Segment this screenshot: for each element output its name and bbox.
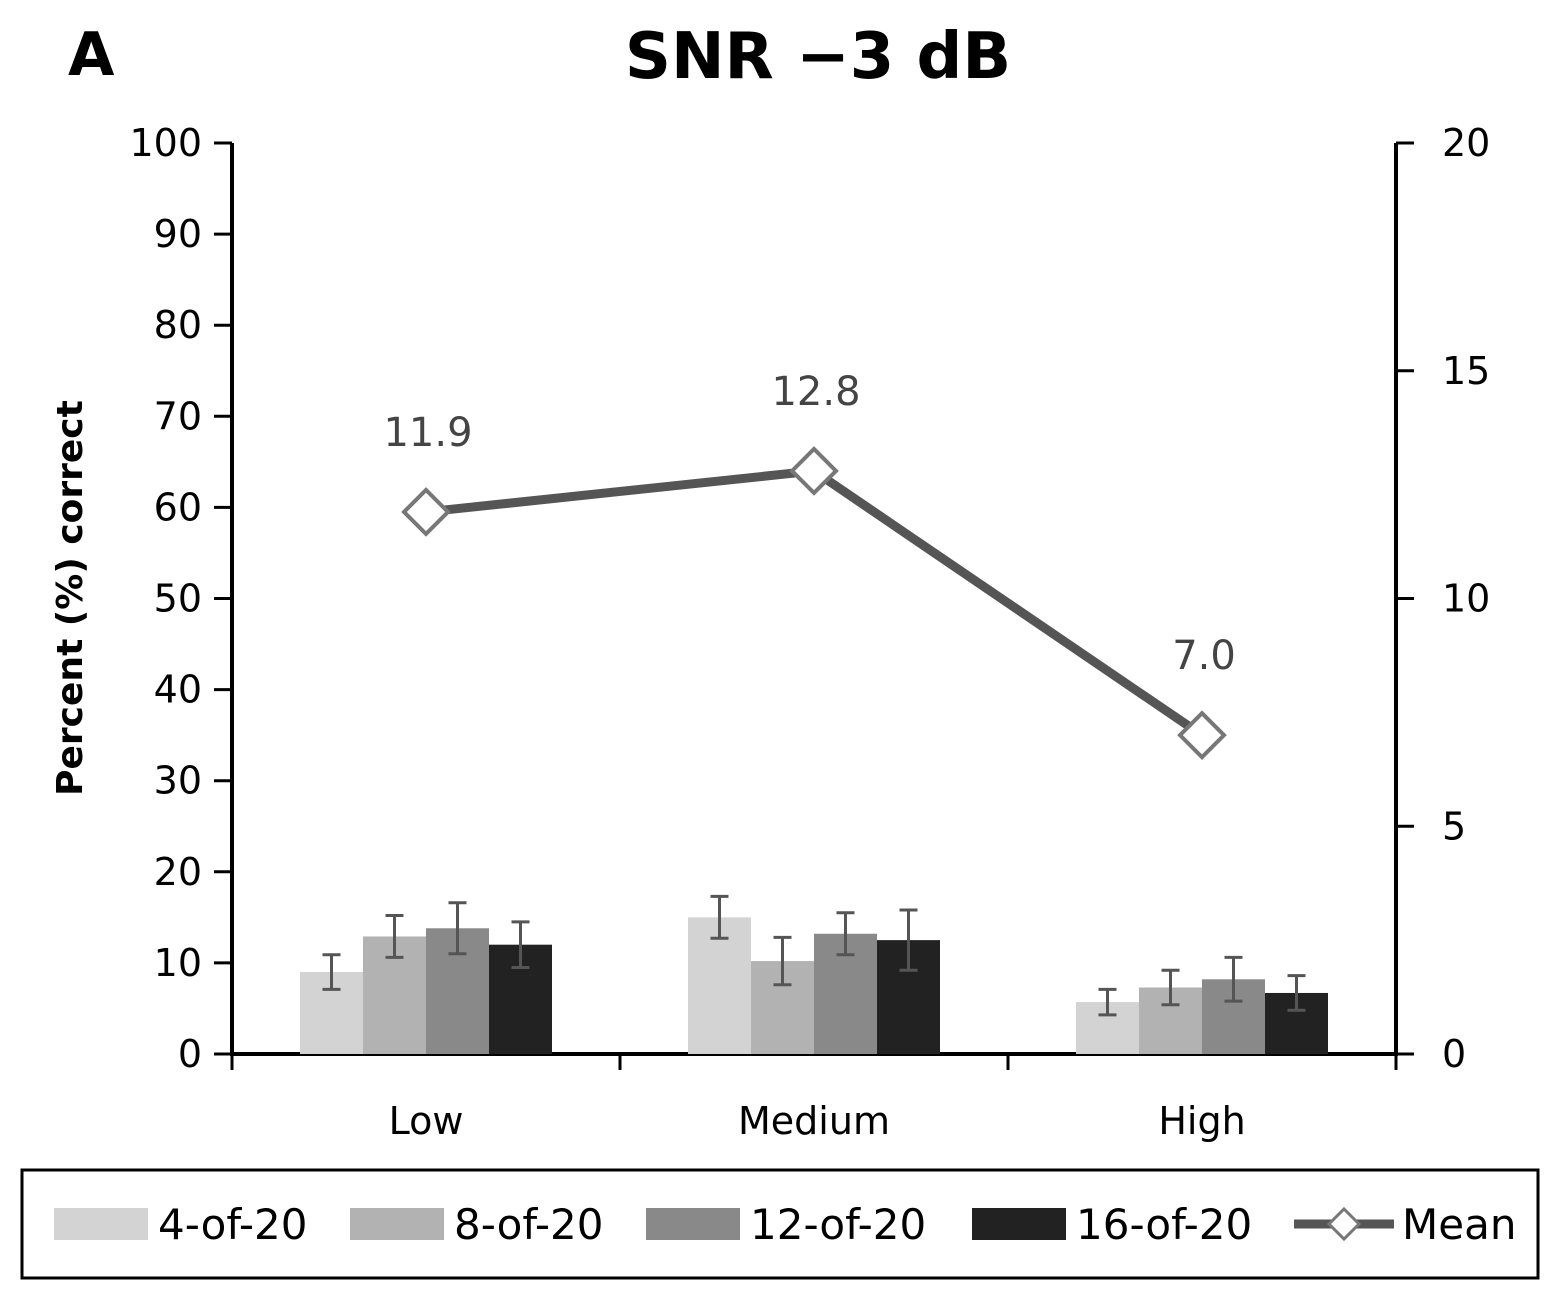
mean-data-label: 11.9 [383,410,472,456]
y2-tick-label: 0 [1442,1032,1466,1076]
legend-label: Mean [1402,1200,1516,1249]
mean-data-label: 12.8 [771,369,860,415]
chart-title: SNR −3 dB [625,20,1011,94]
mean-data-label: 7.0 [1172,633,1236,679]
y-tick-label: 30 [154,759,202,803]
legend-swatch [350,1208,444,1240]
y-tick-label: 100 [129,121,202,165]
legend-label: 12-of-20 [750,1200,926,1249]
y-tick-label: 20 [154,850,202,894]
y-tick-label: 70 [154,394,202,438]
x-category-label: Medium [738,1099,890,1143]
x-category-label: Low [389,1099,464,1143]
legend-label: 16-of-20 [1076,1200,1252,1249]
y2-tick-label: 5 [1442,804,1466,848]
y2-tick-label: 15 [1442,349,1490,393]
legend-swatch [972,1208,1066,1240]
y-tick-label: 40 [154,668,202,712]
y-tick-label: 0 [178,1032,202,1076]
y-tick-label: 90 [154,212,202,256]
legend-swatch [646,1208,740,1240]
y-axis-label: Percent (%) correct [50,400,91,796]
legend-label: 4-of-20 [158,1200,307,1249]
mean-marker [789,446,839,496]
x-category-label: High [1158,1099,1245,1143]
y2-tick-label: 10 [1442,577,1490,621]
legend-swatch [54,1208,148,1240]
mean-marker [401,487,451,537]
y-tick-label: 50 [154,577,202,621]
legend-marker [1326,1206,1362,1242]
y-tick-label: 10 [154,941,202,985]
y-tick-label: 60 [154,485,202,529]
panel-letter: A [68,20,115,90]
y-tick-label: 80 [154,303,202,347]
legend: 4-of-20 8-of-20 12-of-20 16-of-20 Mean [20,1168,1540,1280]
bar [688,917,751,1054]
mean-marker [1177,710,1227,760]
y2-tick-label: 20 [1442,121,1490,165]
legend-label: 8-of-20 [454,1200,603,1249]
plot-area: 0 10 20 30 40 50 60 70 80 90 100 0 5 10 15 20 Low Medium H… [129,121,1490,1143]
mean-line [425,466,1205,739]
legend-box [20,1168,1540,1280]
